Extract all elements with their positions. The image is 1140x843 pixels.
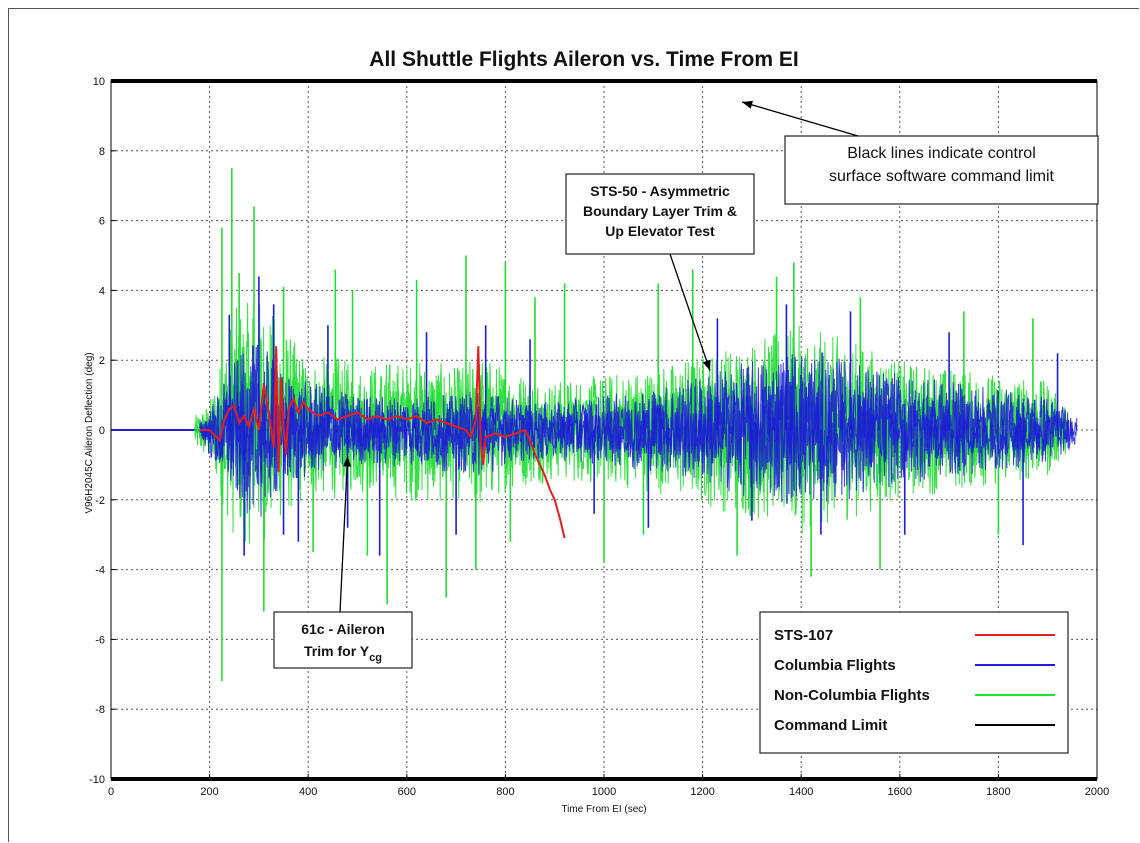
annotation-text: Boundary Layer Trim &: [583, 203, 737, 219]
annotations: Black lines indicate control surface soft…: [273, 100, 1099, 669]
annotation-text: surface software command limit: [829, 168, 1055, 185]
y-tick-label: 6: [99, 216, 105, 228]
y-tick-label: -10: [89, 774, 105, 786]
annotation-box: [784, 135, 1099, 205]
y-tick-label: 2: [99, 355, 105, 367]
x-tick-label: 2000: [1085, 786, 1109, 798]
columbia-trace-core: [199, 380, 1078, 484]
x-tick-label: 0: [108, 786, 114, 798]
annotation-text: Up Elevator Test: [605, 223, 715, 239]
legend-label: STS-107: [774, 627, 833, 644]
annotation-arrowhead: [702, 359, 711, 371]
legend-label: Columbia Flights: [774, 657, 896, 674]
x-axis-label: Time From EI (sec): [561, 804, 646, 815]
annotation-arrowhead: [742, 100, 753, 109]
plot-border: [110, 80, 1098, 780]
legend: STS-107 Columbia Flights Non-Columbia Flig…: [759, 611, 1069, 754]
y-tick-label: -6: [95, 634, 105, 646]
x-tick-label: 1600: [888, 786, 912, 798]
legend-label: Non-Columbia Flights: [774, 687, 930, 704]
y-tick-label: 4: [99, 285, 105, 297]
x-tick-label: 400: [299, 786, 317, 798]
annotation-text: Black lines indicate control: [847, 145, 1036, 162]
y-tick-label: 10: [93, 76, 105, 88]
y-tick-label: 0: [99, 425, 105, 437]
annotation-arrowhead: [343, 456, 352, 467]
x-tick-label: 200: [200, 786, 218, 798]
annotation-box: [273, 611, 413, 669]
axis-ticks: 0 200 400 600 800 1000 1200 1400 1600 1800 2000 -10…: [89, 76, 1109, 798]
legend-label: Command Limit: [774, 717, 887, 734]
chart-title: All Shuttle Flights Aileron vs. Time Fro…: [369, 48, 798, 71]
y-tick-label: -8: [95, 704, 105, 716]
annotation-text: Trim for Ycg: [304, 643, 382, 664]
y-tick-label: -2: [95, 495, 105, 507]
x-tick-label: 600: [398, 786, 416, 798]
annotation-text: STS-50 - Asymmetric: [590, 183, 730, 199]
plot-series: [111, 168, 1078, 682]
sts-107-line: [199, 346, 566, 539]
x-tick-label: 1000: [592, 786, 616, 798]
x-tick-label: 1200: [690, 786, 714, 798]
annotation-arrow: [339, 456, 349, 613]
figure-frame: [8, 8, 1139, 842]
y-axis-label: V96H2045C Aileron Deflection (deg): [84, 352, 95, 513]
annotation-arrow: [741, 101, 859, 137]
annotation-subscript: cg: [369, 652, 382, 664]
x-tick-label: 800: [496, 786, 514, 798]
y-tick-label: 8: [99, 146, 105, 158]
x-tick-label: 1400: [789, 786, 813, 798]
y-tick-label: -4: [95, 565, 105, 577]
annotation-text: 61c - Aileron: [301, 621, 385, 637]
x-tick-label: 1800: [986, 786, 1010, 798]
annotation-box: [565, 173, 755, 255]
annotation-arrow: [669, 253, 711, 371]
